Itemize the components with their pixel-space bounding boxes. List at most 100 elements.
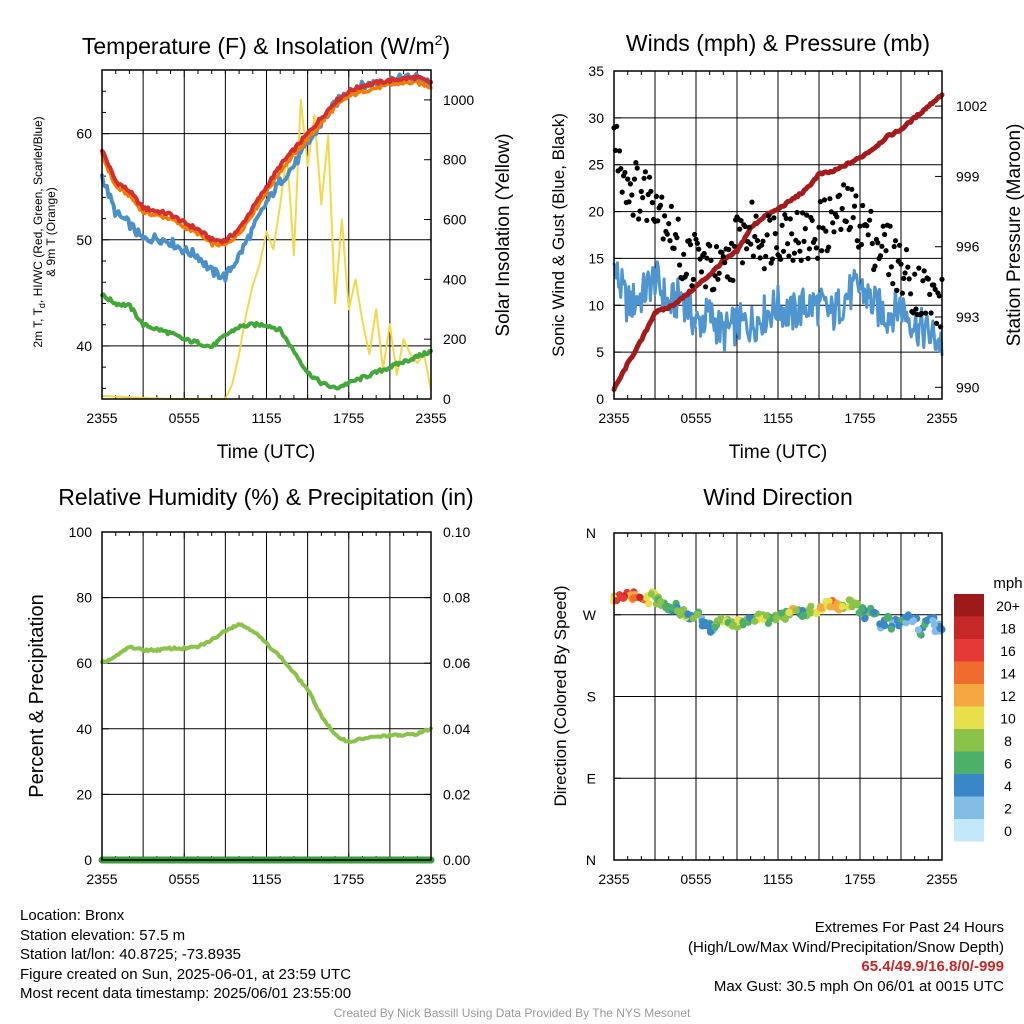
gust-point bbox=[804, 212, 810, 218]
gust-point bbox=[890, 281, 896, 287]
gust-point bbox=[731, 243, 737, 249]
gust-point bbox=[653, 193, 660, 199]
gust-point bbox=[910, 310, 916, 316]
gust-point bbox=[686, 238, 692, 244]
wind-direction-chart: Wind Direction Direction (Colored By Spe… bbox=[551, 484, 1023, 887]
direction-point bbox=[673, 607, 682, 615]
gust-point bbox=[668, 203, 675, 209]
gust-point bbox=[681, 251, 687, 257]
x-tick-label: 1755 bbox=[333, 871, 364, 887]
y-tick-label: 30 bbox=[588, 110, 604, 126]
humidity-precipitation-chart: Relative Humidity (%) & Precipitation (i… bbox=[26, 484, 474, 887]
winds-pressure-chart: Winds (mph) & Pressure (mb) Time (UTC) S… bbox=[549, 30, 1024, 463]
y2-tick-label: 800 bbox=[443, 152, 467, 168]
y2-tick-label: 600 bbox=[443, 212, 467, 228]
direction-point bbox=[895, 622, 903, 630]
gust-point bbox=[662, 213, 668, 219]
gust-point bbox=[763, 253, 769, 259]
gust-point bbox=[638, 188, 644, 195]
gust-point bbox=[757, 255, 763, 261]
gust-point bbox=[791, 250, 798, 256]
extremes-heading: Extremes For Past 24 Hours bbox=[814, 919, 1004, 936]
grid-lines bbox=[101, 69, 432, 400]
gust-point bbox=[774, 245, 780, 251]
station-info: Location: Bronx Station elevation: 57.5 … bbox=[20, 906, 351, 1004]
y2-tick-label: 0.10 bbox=[443, 524, 470, 540]
gust-point bbox=[887, 223, 893, 229]
direction-point bbox=[785, 608, 793, 617]
grid-lines bbox=[101, 531, 432, 861]
direction-point bbox=[881, 622, 889, 630]
gust-point bbox=[742, 223, 748, 230]
gust-point bbox=[864, 223, 870, 229]
gust-point bbox=[838, 226, 844, 232]
y-tick-label: E bbox=[587, 770, 596, 786]
direction-point bbox=[923, 616, 931, 624]
y-tick-label: S bbox=[587, 689, 596, 705]
gust-point bbox=[845, 185, 851, 191]
gust-point bbox=[795, 240, 802, 246]
gust-point bbox=[902, 270, 908, 276]
temperature-chart-xlabel: Time (UTC) bbox=[217, 442, 316, 463]
y2-tick-label: 0.00 bbox=[443, 852, 470, 868]
gust-point bbox=[817, 199, 824, 205]
station-latlon: Station lat/lon: 40.8725; -73.8935 bbox=[20, 946, 242, 963]
gust-point bbox=[675, 216, 681, 222]
gust-point bbox=[783, 215, 789, 221]
gust-point bbox=[704, 255, 710, 261]
temperature-chart-ylabel: 2m T, Td, HI/WC (Red, Green, Scarlet/Blu… bbox=[31, 116, 58, 347]
direction-point bbox=[777, 609, 785, 617]
gust-point bbox=[744, 246, 750, 252]
wind-chart-y2label: Station Pressure (Maroon) bbox=[1004, 124, 1024, 347]
y-tick-label: 0 bbox=[84, 852, 92, 868]
gust-point bbox=[689, 283, 695, 289]
y-tick-label: 25 bbox=[588, 157, 604, 173]
gust-point bbox=[847, 224, 854, 230]
gust-point bbox=[622, 169, 628, 176]
legend-label: 8 bbox=[1004, 733, 1012, 749]
gust-point bbox=[746, 224, 752, 230]
gust-point bbox=[779, 222, 785, 228]
gust-point bbox=[711, 286, 717, 292]
y2-tick-label: 400 bbox=[443, 271, 467, 287]
gust-point bbox=[806, 246, 813, 252]
gust-point bbox=[787, 216, 793, 222]
gust-point bbox=[761, 266, 767, 272]
gust-point bbox=[932, 286, 938, 292]
direction-point bbox=[800, 611, 808, 620]
x-tick-label: 1155 bbox=[251, 871, 281, 887]
gust-point bbox=[920, 278, 926, 284]
gust-point bbox=[630, 212, 636, 218]
gust-point bbox=[826, 244, 832, 250]
legend-label: 4 bbox=[1004, 778, 1012, 794]
gust-point bbox=[813, 245, 819, 251]
gust-point bbox=[891, 243, 897, 250]
gust-point bbox=[759, 242, 765, 248]
direction-point bbox=[909, 617, 918, 625]
gust-point bbox=[888, 264, 895, 270]
extremes-panel: Extremes For Past 24 Hours (High/Low/Max… bbox=[688, 918, 1004, 996]
y-tick-label: N bbox=[586, 525, 596, 541]
gust-point bbox=[696, 246, 702, 252]
gust-point bbox=[789, 231, 795, 237]
speed-legend: 20+ 18 16 14 12 10 8 6 4 2 0 bbox=[954, 594, 1020, 842]
credit-line: Created By Nick Bassill Using Data Provi… bbox=[333, 1006, 691, 1020]
gust-point bbox=[716, 270, 722, 276]
gust-point bbox=[720, 254, 726, 260]
gust-point bbox=[892, 238, 899, 244]
direction-point bbox=[929, 617, 937, 625]
legend-label: 0 bbox=[1004, 823, 1012, 839]
gust-point bbox=[899, 290, 906, 296]
station-elevation: Station elevation: 57.5 m bbox=[20, 926, 186, 944]
gust-point bbox=[816, 224, 822, 230]
direction-point bbox=[817, 604, 825, 612]
legend-swatch bbox=[954, 819, 984, 842]
y-tick-label: 60 bbox=[76, 126, 92, 142]
gust-point bbox=[921, 268, 927, 274]
x-tick-label: 0555 bbox=[169, 410, 200, 426]
direction-point bbox=[914, 626, 923, 634]
gust-point bbox=[906, 276, 912, 282]
direction-point bbox=[904, 611, 912, 619]
temperature-insolation-chart: Temperature (F) & Insolation (W/m2) Time… bbox=[31, 32, 514, 463]
gust-point bbox=[626, 199, 632, 205]
